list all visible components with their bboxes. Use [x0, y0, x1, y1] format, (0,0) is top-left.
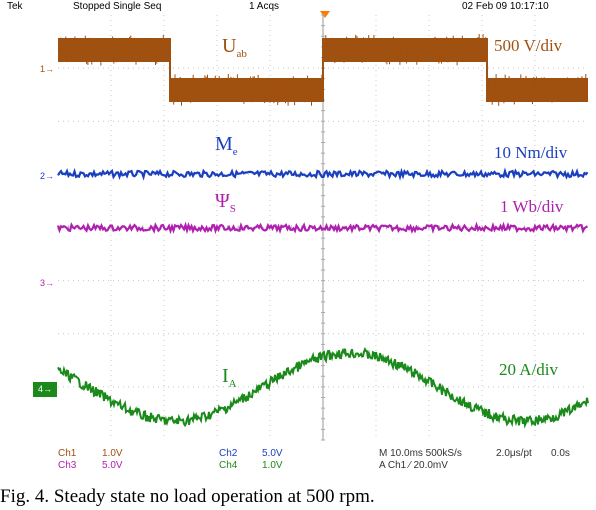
- ch2-scale: 5.0V: [262, 448, 283, 459]
- scope-display: [56, 14, 589, 441]
- me-scale: 10 Nm/div: [494, 143, 568, 162]
- ch3-name: Ch3: [58, 460, 77, 471]
- ch2-name: Ch2: [219, 448, 238, 459]
- ch1-name: Ch1: [58, 448, 77, 459]
- uab-scale: 500 V/div: [494, 36, 563, 55]
- channel-1-marker[interactable]: 1→: [40, 64, 55, 74]
- ch1-scale: 1.0V: [102, 448, 123, 459]
- readout-bar: Ch1 1.0V Ch3 5.0V Ch2 5.0V Ch4 1.0V M 10…: [0, 446, 596, 476]
- me-label: Me: [215, 133, 238, 158]
- acquisition-count: 1 Acqs: [249, 1, 280, 12]
- timebase: M 10.0ms 500kS/s: [379, 448, 462, 459]
- psi-label: ΨS: [215, 190, 236, 215]
- time-offset: 0.0s: [551, 448, 570, 459]
- date-time: 02 Feb 09 10:17:10: [462, 1, 549, 12]
- acquisition-state: Stopped Single Seq: [73, 1, 162, 12]
- ia-trace: [57, 346, 589, 429]
- ch4-scale: 1.0V: [262, 460, 283, 471]
- psi-trace: [56, 221, 589, 235]
- channel-2-marker[interactable]: 2→: [40, 171, 55, 181]
- figure-caption: Fig. 4. Steady state no load operation a…: [0, 486, 375, 507]
- psi-scale: 1 Wb/div: [500, 197, 564, 216]
- sample-interval: 2.0μs/pt: [496, 448, 532, 459]
- channel-3-marker[interactable]: 3→: [40, 278, 55, 288]
- brand-label: Tek: [7, 1, 23, 12]
- ia-scale: 20 A/div: [499, 360, 559, 379]
- ch4-name: Ch4: [219, 460, 238, 471]
- trigger-readout: A Ch1 ⁄ 20.0mV: [379, 460, 448, 471]
- uab-label: Uab: [222, 35, 247, 60]
- status-bar: Tek Stopped Single Seq 1 Acqs 02 Feb 09 …: [0, 0, 596, 14]
- ia-label: IA: [222, 365, 237, 390]
- uab-trace: [57, 34, 588, 106]
- channel-4-marker[interactable]: 4→: [33, 382, 57, 397]
- ch3-scale: 5.0V: [102, 460, 123, 471]
- me-trace: [57, 167, 589, 181]
